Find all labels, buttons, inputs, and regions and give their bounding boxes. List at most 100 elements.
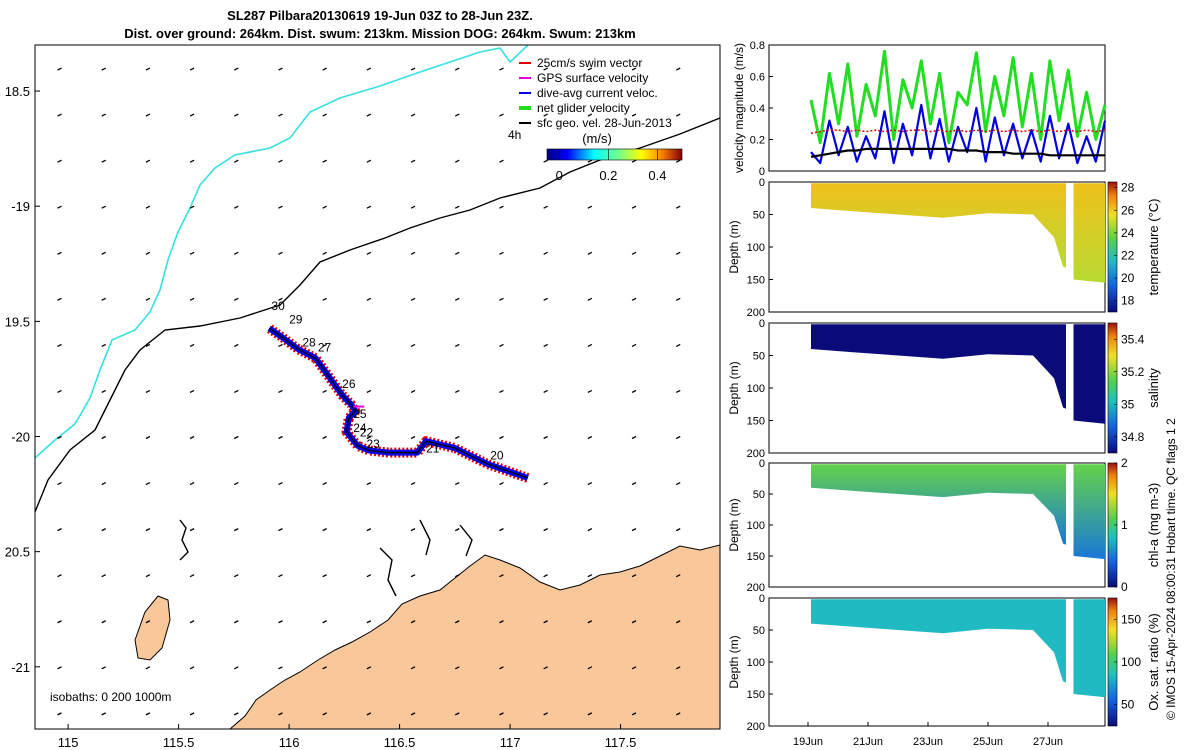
colorbar-tick-label: 34.8 — [1121, 430, 1145, 444]
depth-tick-label: 150 — [747, 275, 765, 287]
vector-arrow — [587, 297, 593, 301]
vector-arrow — [587, 205, 593, 209]
vector-arrow — [675, 481, 681, 486]
vector-arrow — [145, 620, 151, 624]
vector-arrow — [322, 666, 327, 670]
vector-arrow — [631, 67, 637, 71]
vector-arrow — [101, 343, 107, 347]
legend-label-sfc: sfc geo. vel. 28-Jun-2013 — [537, 116, 672, 130]
vector-arrow — [454, 620, 460, 624]
vector-arrow — [189, 666, 195, 670]
vector-arrow — [101, 574, 107, 578]
vector-arrow — [57, 159, 62, 163]
vector-arrow — [101, 666, 107, 670]
series-line-sfc — [810, 147, 1105, 158]
vector-arrow — [101, 159, 107, 163]
vector-arrow — [101, 205, 107, 209]
time-tick-label: 23Jun — [913, 736, 943, 748]
depth-tick-label: 0 — [759, 458, 765, 470]
vector-arrow — [587, 389, 593, 394]
vector-arrow — [233, 712, 239, 716]
vector-arrow — [233, 481, 239, 486]
depth-tick-label: 200 — [747, 448, 765, 460]
vector-arrow — [145, 205, 151, 209]
colorbar-tick-label: 50 — [1121, 698, 1135, 712]
vector-arrow — [278, 205, 283, 209]
day-label: 22 — [360, 426, 374, 440]
figure-title-line1: SL287 Pilbara20130619 19-Jun 03Z to 28-J… — [227, 8, 533, 23]
vector-arrow — [278, 666, 283, 670]
vector-arrow — [587, 343, 593, 347]
colorbar-label: (m/s) — [582, 131, 612, 146]
vector-arrow — [233, 574, 239, 578]
vector-arrow — [631, 481, 637, 486]
vector-arrow — [454, 481, 460, 486]
legend-label-swim: 25cm/s swim vector — [537, 56, 642, 70]
vector-arrow — [322, 113, 327, 117]
vector-arrow — [410, 343, 416, 347]
vector-arrow — [499, 620, 504, 624]
vector-arrow — [322, 205, 327, 209]
vector-arrow — [57, 528, 62, 532]
depth-tick-label: 50 — [753, 351, 765, 363]
vector-arrow — [675, 712, 681, 716]
vector-arrow — [454, 343, 460, 347]
temperature-colorbar-label: temperature (°C) — [1146, 199, 1161, 296]
vector-arrow — [543, 528, 548, 532]
map-frame — [34, 44, 721, 730]
vector-arrow — [366, 435, 372, 440]
vector-arrow — [278, 297, 283, 301]
vector-arrow — [410, 205, 416, 209]
vector-arrow — [499, 574, 504, 578]
velocity-y-tick-label: 0.4 — [750, 103, 765, 115]
vector-arrow — [499, 666, 504, 670]
depth-tick-label: 100 — [747, 520, 765, 532]
map-x-tick-label: 115 — [58, 735, 79, 750]
vector-arrow — [587, 712, 593, 716]
vector-arrow — [233, 620, 239, 624]
velocity-y-tick-label: 0.6 — [750, 72, 765, 84]
vector-arrow — [101, 67, 107, 71]
vector-arrow — [410, 574, 416, 578]
time-tick-label: 19Jun — [793, 736, 823, 748]
day-label: 21 — [426, 442, 440, 456]
vector-arrow — [145, 712, 151, 716]
oxygen-colorbar-label: Ox. sat. ratio (%) — [1146, 613, 1161, 711]
vector-arrow — [675, 251, 681, 255]
vector-arrow — [366, 205, 372, 209]
figure-title-line2: Dist. over ground: 264km. Dist. swum: 21… — [124, 26, 636, 41]
vector-arrow — [499, 343, 504, 347]
vector-arrow — [587, 528, 593, 532]
vector-arrow — [57, 389, 62, 394]
vector-arrow — [233, 67, 239, 71]
colorbar-tick-label: 0 — [1121, 580, 1128, 594]
vector-arrow — [322, 574, 327, 578]
legend-label-gps: GPS surface velocity — [537, 71, 648, 85]
vector-arrow — [322, 435, 327, 440]
map-x-tick-label: 116.5 — [384, 735, 416, 750]
vector-arrow — [410, 251, 416, 255]
time-tick-label: 21Jun — [853, 736, 883, 748]
vector-arrow — [322, 481, 327, 486]
vector-arrow — [631, 113, 637, 117]
map-y-tick-label: -20 — [11, 430, 30, 445]
vector-arrow — [454, 574, 460, 578]
vector-arrow — [145, 297, 151, 301]
vector-arrow — [543, 297, 548, 301]
vector-arrow — [57, 297, 62, 301]
vector-arrow — [587, 159, 593, 163]
day-label: 20 — [490, 449, 504, 463]
panel-velocity: 0 0.2 0.4 0.6 0.8 velocity magnitude (m/s) — [732, 40, 1107, 178]
vector-arrow — [587, 67, 593, 71]
day-label: 29 — [289, 313, 303, 327]
colorbar-tick-label: 35.2 — [1121, 365, 1145, 379]
depth-tick-label: 0 — [759, 177, 765, 189]
vector-arrow — [499, 113, 504, 117]
vector-arrow — [543, 435, 548, 440]
vector-arrow — [189, 435, 195, 440]
vector-arrow — [675, 435, 681, 440]
temperature-colorbar — [1107, 181, 1118, 313]
vector-arrow — [410, 159, 416, 163]
vector-arrow — [410, 297, 416, 301]
